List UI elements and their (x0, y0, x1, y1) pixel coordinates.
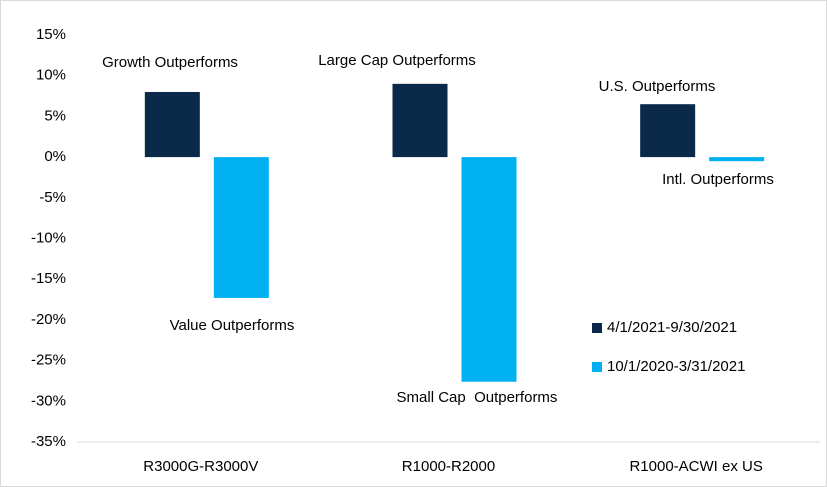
legend-label: 4/1/2021-9/30/2021 (607, 319, 737, 336)
y-tick-label: -30% (31, 392, 66, 409)
bar (640, 104, 696, 158)
y-tick-label: 15% (36, 26, 66, 43)
y-tick-label: -20% (31, 311, 66, 328)
bar (213, 157, 269, 298)
legend-swatch (592, 362, 602, 372)
y-tick-label: -35% (31, 433, 66, 450)
annotation: Growth Outperforms (102, 54, 238, 71)
annotation: Intl. Outperforms (662, 171, 774, 188)
y-tick-label: -10% (31, 229, 66, 246)
y-tick-label: 5% (44, 107, 66, 124)
y-tick-label: 0% (44, 148, 66, 165)
x-tick-label: R1000-R2000 (402, 458, 495, 475)
y-tick-label: -25% (31, 352, 66, 369)
x-tick-label: R1000-ACWI ex US (629, 458, 762, 475)
y-tick-label: -5% (39, 189, 66, 206)
y-tick-label: -15% (31, 270, 66, 287)
bar (392, 83, 448, 158)
legend-swatch (592, 323, 602, 333)
bar (144, 91, 200, 158)
y-tick-label: 10% (36, 67, 66, 84)
annotation: U.S. Outperforms (599, 78, 716, 95)
x-tick-label: R3000G-R3000V (143, 458, 258, 475)
annotation: Value Outperforms (170, 317, 295, 334)
annotation: Large Cap Outperforms (318, 52, 476, 69)
bar (709, 157, 765, 162)
legend-label: 10/1/2020-3/31/2021 (607, 358, 745, 375)
bar (461, 157, 517, 382)
annotation: Small Cap Outperforms (397, 389, 558, 406)
